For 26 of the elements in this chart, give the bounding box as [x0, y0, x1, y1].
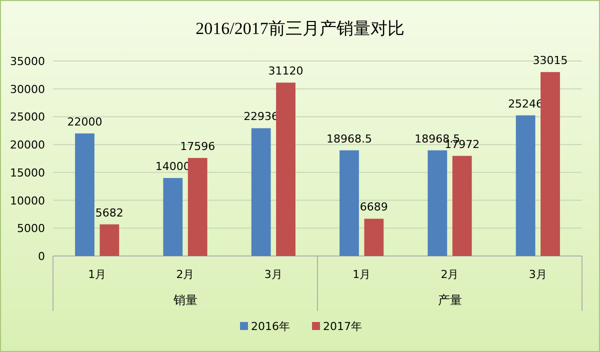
- data-label: 18968.5: [326, 132, 372, 146]
- y-tick-label: 15000: [10, 166, 45, 180]
- text: 销量: [172, 293, 198, 307]
- x-tick-label: 3月: [528, 268, 547, 281]
- data-label: 6689: [360, 200, 388, 214]
- data-label: 31120: [268, 64, 304, 78]
- x-tick-label: 1月: [88, 268, 106, 281]
- data-label: 22000: [67, 115, 102, 128]
- y-tick-label: 20000: [10, 138, 45, 152]
- chart-title: 2016/2017前三月产销量对比: [196, 19, 404, 38]
- legend-label: 2016年: [251, 320, 290, 333]
- text: 产量: [438, 293, 462, 307]
- data-label: 33015: [532, 54, 568, 68]
- y-tick-label: 30000: [10, 82, 45, 96]
- x-tick-label: 1月: [352, 268, 371, 281]
- data-label: 17596: [180, 140, 216, 153]
- x-tick-label: 2月: [176, 268, 194, 281]
- y-tick-label: 10000: [10, 194, 45, 208]
- x-tick-label: 3月: [264, 268, 282, 281]
- legend-label: 2017年: [323, 320, 362, 333]
- y-tick-label: 25000: [10, 110, 45, 124]
- data-label: 5682: [95, 206, 124, 220]
- y-tick-label: 0: [38, 250, 45, 263]
- y-tick-label: 35000: [10, 55, 45, 68]
- y-tick-label: 5000: [17, 222, 45, 236]
- x-tick-label: 2月: [440, 268, 459, 281]
